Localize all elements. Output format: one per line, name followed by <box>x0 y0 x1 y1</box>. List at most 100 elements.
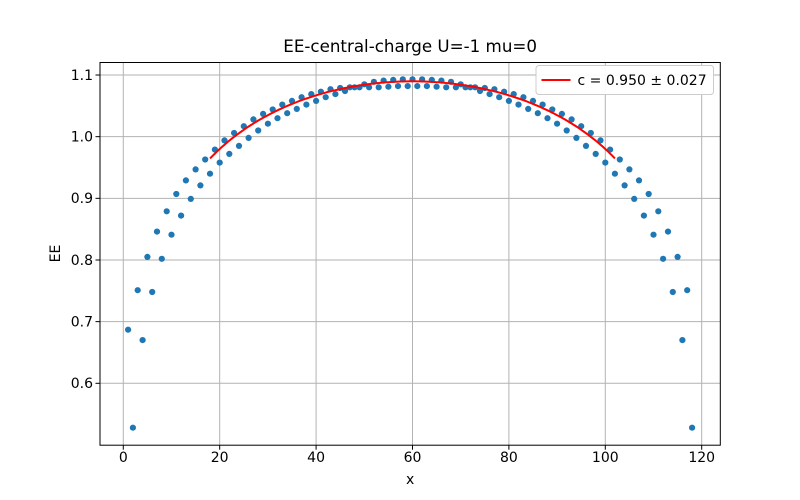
data-point <box>664 228 672 235</box>
data-point <box>650 231 657 238</box>
data-point <box>689 424 696 431</box>
data-point <box>322 94 329 101</box>
data-point <box>573 134 580 141</box>
x-axis-label: x <box>406 472 414 488</box>
x-axis-ticks <box>122 445 703 450</box>
data-point <box>260 110 267 117</box>
data-point <box>626 166 633 173</box>
data-point <box>433 83 440 90</box>
legend-label: c = 0.950 ± 0.027 <box>578 73 707 89</box>
y-tick-label: 0.7 <box>71 314 93 330</box>
y-tick-label: 0.8 <box>71 253 93 269</box>
x-tick-label: 60 <box>404 450 422 466</box>
data-point <box>597 137 604 144</box>
data-point <box>525 105 532 112</box>
data-point <box>554 120 561 127</box>
x-tick-label: 0 <box>119 450 128 466</box>
legend-box <box>535 65 714 95</box>
data-point <box>674 253 681 260</box>
data-point <box>582 142 590 149</box>
x-tick-label: 40 <box>307 450 325 466</box>
data-point <box>621 182 628 189</box>
data-point <box>279 101 286 108</box>
data-point <box>332 91 339 98</box>
data-point <box>655 208 662 215</box>
data-point <box>274 115 281 122</box>
data-point <box>313 97 320 104</box>
data-point <box>202 156 209 163</box>
data-point <box>602 159 609 166</box>
y-tick-label: 0.9 <box>71 191 93 207</box>
data-point <box>375 84 382 91</box>
data-point <box>616 156 623 163</box>
data-point <box>158 255 165 262</box>
data-point <box>592 150 599 157</box>
x-tick-label: 100 <box>592 450 619 466</box>
data-point <box>452 84 459 91</box>
x-tick-label: 120 <box>688 450 715 466</box>
data-point <box>366 84 373 91</box>
data-point <box>245 134 252 141</box>
data-point <box>534 110 541 117</box>
data-point <box>125 326 132 333</box>
data-point <box>235 142 243 149</box>
data-point <box>187 195 194 202</box>
data-point <box>544 115 551 122</box>
data-point <box>303 101 310 108</box>
data-point <box>660 255 667 262</box>
data-point <box>568 116 575 123</box>
data-point <box>496 94 503 101</box>
data-point <box>221 137 228 144</box>
x-tick-label: 80 <box>500 450 518 466</box>
data-point <box>250 116 257 123</box>
y-tick-label: 1.0 <box>71 129 93 145</box>
data-point <box>539 101 546 108</box>
data-point <box>611 170 619 177</box>
data-point <box>640 212 648 219</box>
data-point <box>163 208 170 215</box>
data-point <box>635 177 643 184</box>
data-point <box>394 83 402 90</box>
y-tick-label: 0.6 <box>71 376 93 392</box>
data-point <box>139 337 146 344</box>
data-point <box>515 101 522 108</box>
data-point <box>197 182 204 189</box>
data-point <box>129 424 136 431</box>
data-point <box>679 337 686 344</box>
gridlines <box>100 62 721 446</box>
data-point <box>486 91 493 98</box>
data-point <box>684 287 691 294</box>
data-point <box>563 127 570 134</box>
data-point <box>423 83 430 90</box>
data-point <box>443 84 450 91</box>
data-point <box>149 288 156 296</box>
data-point <box>341 87 349 95</box>
data-point <box>669 288 676 296</box>
data-point <box>144 253 151 260</box>
data-point <box>134 287 141 294</box>
data-point <box>558 110 566 117</box>
data-point <box>192 166 199 173</box>
data-point <box>153 228 161 235</box>
data-point <box>414 83 421 90</box>
legend: c = 0.950 ± 0.027 <box>535 65 714 95</box>
data-point <box>178 212 185 219</box>
data-point <box>284 110 291 117</box>
data-point <box>173 190 180 198</box>
plot-border <box>99 62 721 446</box>
data-point <box>631 195 638 202</box>
fit-line <box>209 80 616 160</box>
data-point <box>206 170 214 177</box>
y-axis-ticks <box>95 74 100 384</box>
data-point <box>645 190 652 198</box>
chart-title: EE-central-charge U=-1 mu=0 <box>283 36 537 56</box>
data-point <box>182 177 189 184</box>
x-tick-label: 20 <box>211 450 229 466</box>
data-point <box>255 127 262 134</box>
data-point <box>476 87 484 95</box>
data-point <box>226 150 233 157</box>
y-axis-label: EE <box>48 245 64 263</box>
y-tick-label: 1.1 <box>71 68 93 84</box>
